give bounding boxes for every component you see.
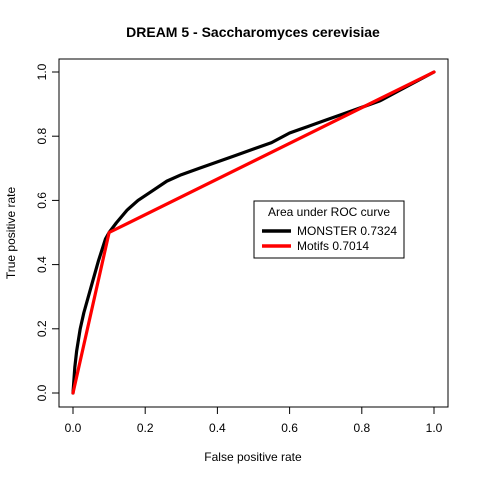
x-tick-label: 0.8 [353,421,370,435]
series-line-monster [71,70,436,395]
y-tick-label: 0.8 [35,128,49,145]
legend-title: Area under ROC curve [268,205,390,219]
y-tick-label: 0.2 [35,320,49,337]
x-axis-label: False positive rate [204,450,302,464]
series-line-motifs [71,70,436,395]
x-tick-label: 0.4 [209,421,226,435]
chart-title: DREAM 5 - Saccharomyces cerevisiae [126,24,380,40]
y-tick-label: 0.4 [35,256,49,273]
x-tick-label: 0.0 [65,421,82,435]
x-tick-label: 1.0 [426,421,443,435]
y-tick-label: 0.0 [35,384,49,401]
y-tick-label: 0.6 [35,192,49,209]
y-axis-label: True positive rate [4,187,18,280]
x-axis: 0.0 0.2 0.4 0.6 0.8 1.0 [65,406,443,435]
x-tick-label: 0.6 [281,421,298,435]
series-layer [71,70,436,395]
legend: Area under ROC curve MONSTER 0.7324 Moti… [253,200,405,259]
legend-entry-motifs: Motifs 0.7014 [297,239,369,253]
legend-entry-monster: MONSTER 0.7324 [297,224,397,238]
y-axis: 0.0 0.2 0.4 0.6 0.8 1.0 [35,63,60,401]
y-tick-label: 1.0 [35,63,49,80]
x-tick-label: 0.2 [137,421,154,435]
